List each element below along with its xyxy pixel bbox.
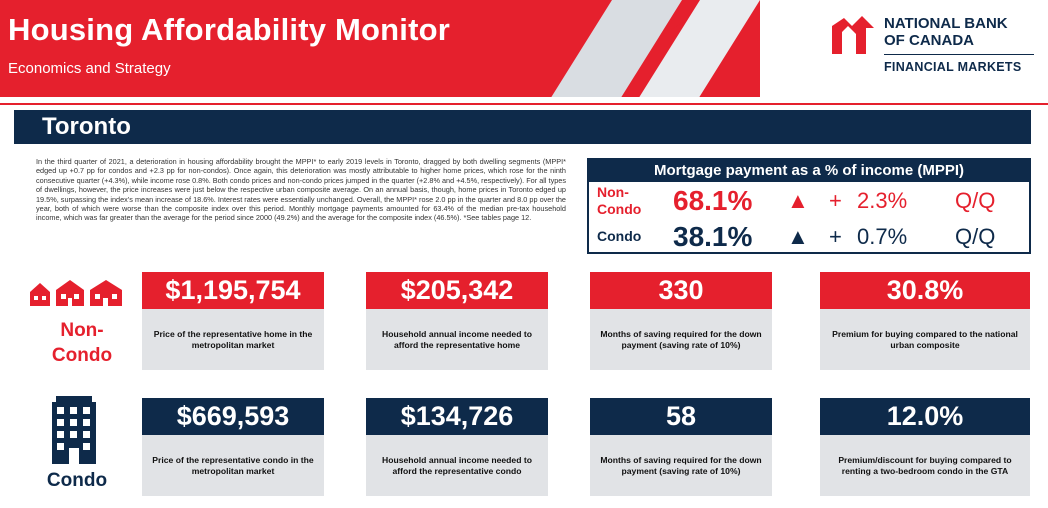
up-arrow-icon: ▲ [787,188,809,213]
mppi-value: 38.1% [673,221,753,252]
stat-value: $134,726 [366,398,548,435]
stat-description: Premium/discount for buying compared to … [820,435,1030,496]
row-label-non-condo: Non- Condo [34,318,130,368]
mppi-label: Condo [597,228,642,244]
logo-divider [884,54,1034,55]
report-title: Housing Affordability Monitor [8,12,451,47]
stat-value: 12.0% [820,398,1030,435]
stat-description: Months of saving required for the down p… [590,435,772,496]
stat-card: $1,195,754 Price of the representative h… [142,272,324,370]
mppi-label: Non- Condo [597,184,641,218]
stat-value: 30.8% [820,272,1030,309]
row-label-condo: Condo [46,470,108,491]
stat-description: Price of the representative condo in the… [142,435,324,496]
building-icon [52,396,96,464]
houses-icon [30,280,122,306]
mppi-title: Mortgage payment as a % of income (MPPI) [589,160,1029,182]
stat-card: 30.8% Premium for buying compared to the… [820,272,1030,370]
row-label-line2: Condo [51,345,113,366]
logo-text-line2: OF CANADA [884,32,974,49]
stat-card: $134,726 Household annual income needed … [366,398,548,496]
mppi-label-line2: Condo [597,201,642,217]
stat-value: $205,342 [366,272,548,309]
stat-card: 58 Months of saving required for the dow… [590,398,772,496]
mppi-period: Q/Q [955,188,996,213]
stat-description: Household annual income needed to afford… [366,435,548,496]
stat-description: Price of the representative home in the … [142,309,324,370]
logo-text-line1: NATIONAL BANK [884,15,1008,32]
section-banner [14,110,1031,144]
stat-card: $669,593 Price of the representative con… [142,398,324,496]
report-subtitle: Economics and Strategy [8,60,171,77]
logo-text-line3: FINANCIAL MARKETS [884,60,1022,74]
mppi-row-non-condo: Non- Condo 68.1% ▲ + 2.3% Q/Q [589,184,1029,218]
stat-card: 12.0% Premium/discount for buying compar… [820,398,1030,496]
stat-value: 58 [590,398,772,435]
stat-card: $205,342 Household annual income needed … [366,272,548,370]
bank-logo-icon [832,16,874,54]
mppi-value: 68.1% [673,185,753,216]
stat-description: Months of saving required for the down p… [590,309,772,370]
section-divider [0,103,1048,105]
mppi-change: 2.3% [857,188,908,213]
report-header: Housing Affordability Monitor Economics … [0,0,1048,97]
up-arrow-icon: ▲ [787,224,809,249]
city-title: Toronto [42,113,131,140]
stat-value: 330 [590,272,772,309]
stat-value: $1,195,754 [142,272,324,309]
mppi-change: 0.7% [857,224,908,249]
commentary-paragraph: In the third quarter of 2021, a deterior… [36,157,566,223]
mppi-sign: + [829,224,842,249]
stat-card: 330 Months of saving required for the do… [590,272,772,370]
stat-description: Household annual income needed to afford… [366,309,548,370]
mppi-sign: + [829,188,842,213]
stat-description: Premium for buying compared to the natio… [820,309,1030,370]
stat-value: $669,593 [142,398,324,435]
mppi-label-line1: Non- [597,184,629,200]
mppi-period: Q/Q [955,224,996,249]
mppi-row-condo: Condo 38.1% ▲ + 0.7% Q/Q [589,220,1029,254]
mppi-panel: Mortgage payment as a % of income (MPPI)… [587,158,1031,254]
row-label-line1: Non- [60,320,104,341]
